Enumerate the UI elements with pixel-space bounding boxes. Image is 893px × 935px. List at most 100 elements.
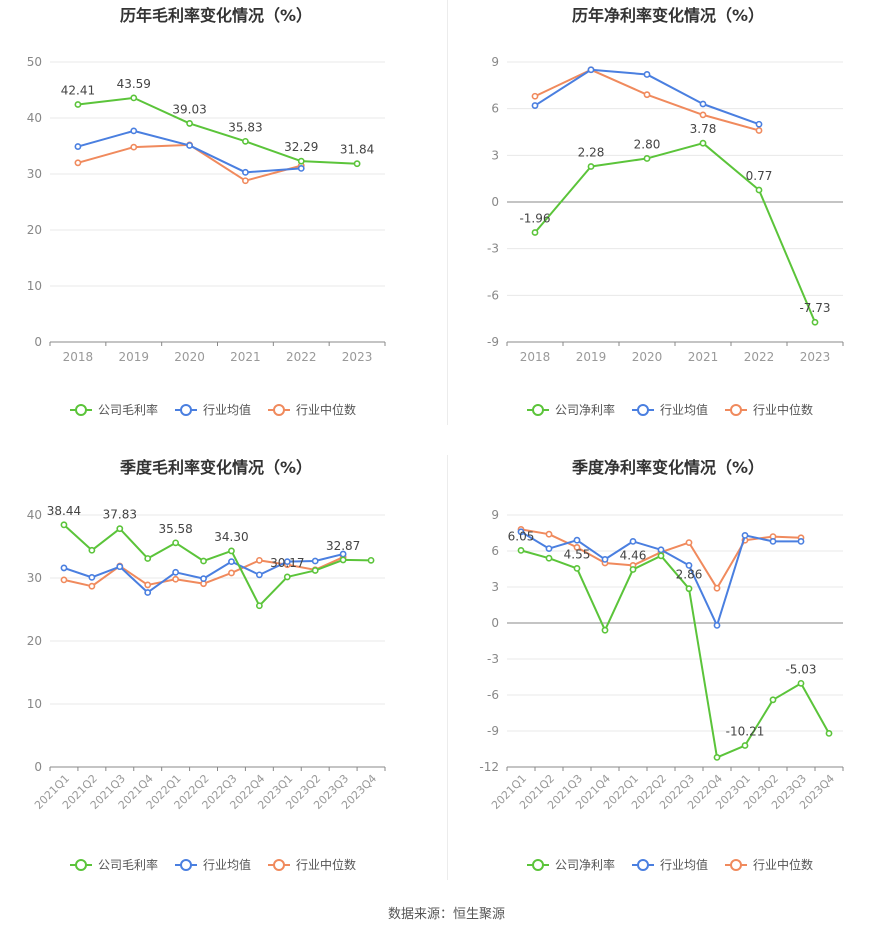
data-point [685,539,693,546]
data-label: 2.86 [676,568,703,582]
data-point [545,554,553,562]
data-point [74,143,82,150]
data-point [545,530,553,538]
data-label: 4.55 [564,547,591,561]
vertical-divider [447,455,448,880]
data-label: 4.46 [620,548,647,562]
vertical-divider [447,0,448,425]
data-label: 43.59 [117,77,151,91]
legend-swatch-marker [273,859,285,871]
y-tick-label: 0 [34,335,42,349]
legend-swatch-marker [637,859,649,871]
data-point [242,177,249,185]
data-point [74,159,82,167]
chart-panel: 季度毛利率变化情况（%）0102030402021Q12021Q22021Q32… [27,458,386,872]
x-tick-label: 2023 [800,350,831,364]
data-point [643,71,651,78]
data-point [353,160,361,168]
series-line [520,549,830,759]
data-point [88,546,96,554]
data-point [228,547,235,555]
data-point [186,120,193,127]
data-label: -1.96 [519,211,550,225]
chart-panel: 季度净利率变化情况（%）-12-9-6-303692021Q12021Q2202… [479,458,844,872]
data-point [531,229,539,236]
series-line [77,129,302,174]
data-point [713,622,721,629]
legend-label: 公司净利率 [555,402,615,417]
data-label: 0.77 [746,169,773,183]
data-point [657,552,665,560]
data-point [88,582,96,590]
x-tick-label: 2023 [342,350,373,364]
data-point [297,164,305,172]
y-tick-label: 30 [27,571,42,585]
data-point [797,538,805,545]
data-point [60,576,68,584]
legend-swatch-marker [730,404,742,416]
data-point [755,127,763,134]
y-tick-label: 0 [491,195,499,209]
data-point [130,143,138,151]
data-point [797,679,805,687]
y-tick-label: -3 [487,652,499,666]
data-point [545,545,553,552]
data-point [255,571,263,579]
data-point [144,555,152,562]
data-label: 32.29 [284,140,318,154]
legend-swatch-marker [75,859,87,871]
y-tick-label: 10 [27,697,42,711]
data-point [811,318,819,326]
data-point [311,557,319,565]
data-label: 39.03 [172,102,206,116]
data-label: 37.83 [103,508,137,522]
data-point [531,102,539,109]
data-point [88,573,96,581]
y-tick-label: 6 [491,102,499,116]
y-tick-label: -6 [487,688,499,702]
data-point [699,111,707,119]
y-tick-label: -6 [487,288,499,302]
data-point [685,562,693,569]
y-tick-label: 0 [34,760,42,774]
data-point [601,556,609,563]
data-point [311,567,319,574]
y-tick-label: 40 [27,111,42,125]
legend-swatch-marker [532,859,544,871]
data-point [769,538,777,545]
x-tick-label: 2020 [632,350,663,364]
legend-label: 行业均值 [203,857,251,872]
y-tick-label: 10 [27,279,42,293]
data-point [573,565,581,572]
legend-swatch-marker [180,859,192,871]
data-point [643,155,651,162]
legend-label: 行业均值 [203,402,251,417]
x-tick-label: 2021 [230,350,261,364]
series-line [534,142,816,323]
legend-label: 行业中位数 [753,857,813,872]
data-point [242,168,249,176]
x-tick-label: 2019 [576,350,607,364]
legend-label: 行业中位数 [296,857,356,872]
data-point [186,142,193,149]
data-point [685,585,693,593]
legend-swatch-marker [180,404,192,416]
data-point [228,569,235,577]
data-point [573,544,581,551]
data-point [629,566,637,573]
data-point [741,742,749,749]
legend-label: 行业中位数 [296,402,356,417]
legend-label: 公司毛利率 [98,857,158,872]
data-label: 38.44 [47,504,81,518]
data-point [297,157,305,165]
data-label: -10.21 [726,725,765,739]
data-point [144,589,152,596]
data-label: 42.41 [61,84,95,98]
data-point [144,581,152,589]
data-point [172,539,180,547]
data-point [629,538,637,545]
data-point [713,754,721,761]
data-point [587,163,595,170]
data-label: 3.78 [690,122,717,136]
